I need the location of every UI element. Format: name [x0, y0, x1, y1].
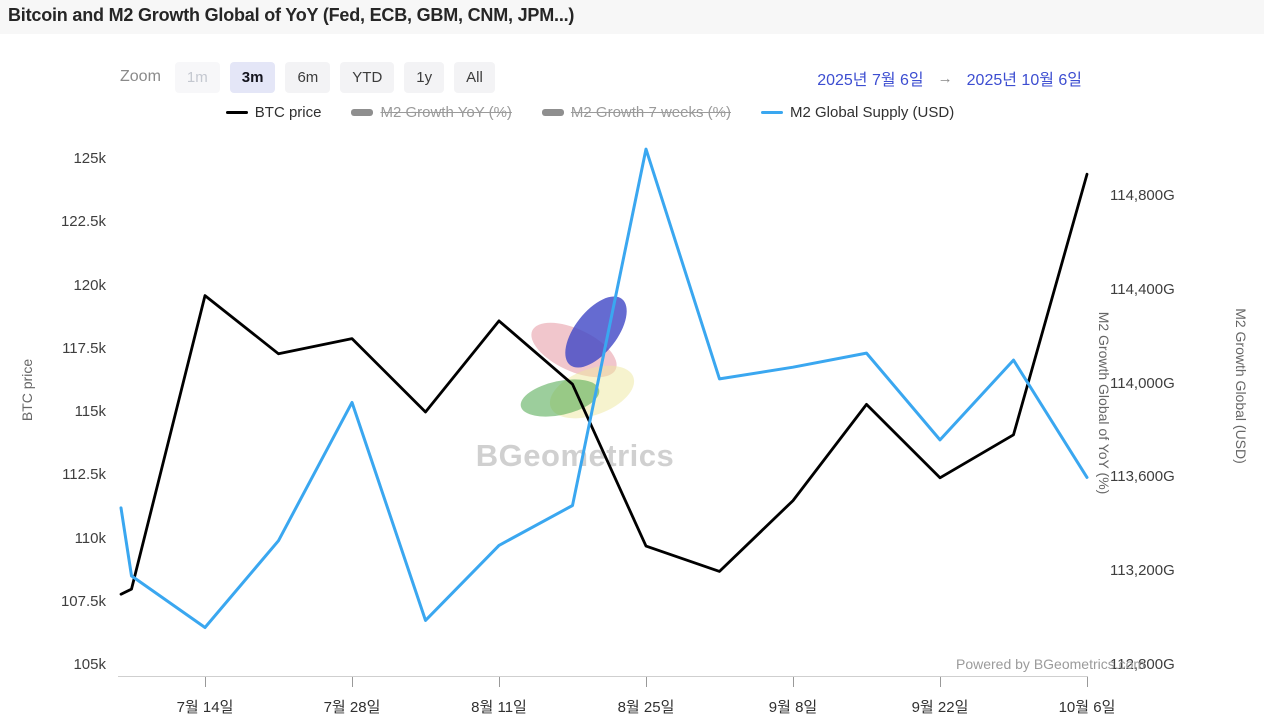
legend-label: M2 Growth 7 weeks (%) — [570, 104, 731, 121]
legend-swatch-icon — [225, 111, 248, 114]
range-selector: Zoom 1m 3m 6m YTD 1y All — [120, 60, 505, 94]
legend-swatch-icon — [351, 109, 374, 116]
m2-supply-line — [119, 147, 1089, 629]
right-axis-tick-label: 114,000G — [1110, 374, 1175, 392]
left-axis-tick-label: 112.5k — [62, 466, 106, 484]
date-to-input[interactable]: 2025년 10월 6일 — [966, 72, 1082, 89]
legend-swatch-icon — [541, 109, 564, 116]
powered-by: Powered by BGeometrics.com — [956, 656, 1146, 672]
x-axis-tick-label: 9월 22일 — [911, 699, 969, 716]
left-axis-tick-label: 125k — [73, 150, 106, 167]
left-axis-tick-label: 105k — [73, 656, 106, 673]
x-axis-tick — [793, 677, 794, 687]
btc-price-line — [119, 172, 1089, 596]
x-axis-tick — [499, 677, 500, 687]
left-axis-tick-label: 117.5k — [62, 339, 106, 357]
left-axis-tick-label: 107.5k — [60, 592, 106, 610]
right-axis-tick-label: 113,200G — [1110, 562, 1175, 580]
zoom-button-1m[interactable]: 1m — [174, 61, 220, 93]
right-axis-tick-label: 112,800G — [1110, 656, 1175, 673]
x-axis-tick — [646, 677, 647, 687]
right-axis-tick-label: 114,800G — [1110, 187, 1175, 204]
zoom-button-1y[interactable]: 1y — [404, 61, 445, 93]
zoom-button-3m[interactable]: 3m — [229, 61, 276, 93]
x-axis-tick-label: 7월 28일 — [323, 699, 381, 716]
legend-item[interactable]: M2 Growth 7 weeks (%) — [541, 104, 731, 121]
watermark-text: BGeometrics — [475, 438, 675, 473]
zoom-button-ytd[interactable]: YTD — [340, 61, 395, 93]
left-axis-tick-label: 122.5k — [60, 213, 106, 231]
zoom-button-all[interactable]: All — [454, 61, 495, 93]
title-bar — [0, 0, 1264, 34]
x-axis-tick-label: 9월 8일 — [768, 699, 818, 716]
legend-item[interactable]: BTC price — [225, 104, 322, 121]
left-axis-tick-label: 110k — [74, 529, 106, 547]
x-axis-line — [118, 676, 1088, 677]
legend-label: M2 Global Supply (USD) — [789, 104, 955, 121]
x-axis-tick — [1087, 677, 1088, 687]
legend-label: M2 Growth YoY (%) — [380, 104, 512, 121]
x-axis-tick-label: 8월 11일 — [471, 699, 527, 716]
legend-item[interactable]: M2 Global Supply (USD) — [760, 104, 955, 121]
right-axis-tick-label: 114,400G — [1110, 280, 1175, 298]
left-axis-tick-label: 120k — [73, 276, 106, 294]
legend-label: BTC price — [254, 104, 322, 121]
x-axis-tick — [352, 677, 353, 687]
x-axis-tick — [205, 677, 206, 687]
zoom-buttons: 1m 3m 6m YTD 1y All — [174, 61, 505, 93]
x-axis-tick-label: 8월 25일 — [617, 699, 675, 716]
left-axis-tick-label: 115k — [74, 403, 106, 420]
zoom-button-6m[interactable]: 6m — [285, 61, 331, 93]
legend-swatch-icon — [760, 111, 783, 114]
date-range: 2025년 7월 6일 → 2025년 10월 6일 — [817, 66, 1082, 90]
legend: BTC price M2 Growth YoY (%) M2 Growth 7 we… — [0, 104, 1180, 121]
x-axis-tick-label: 10월 6일 — [1058, 699, 1116, 716]
x-axis-tick-label: 7월 14일 — [176, 699, 234, 716]
x-axis-tick — [940, 677, 941, 687]
zoom-label: Zoom — [120, 68, 161, 85]
date-from-input[interactable]: 2025년 7월 6일 — [817, 72, 924, 89]
arrow-right-icon: → — [937, 69, 953, 87]
legend-item[interactable]: M2 Growth YoY (%) — [351, 104, 512, 121]
page-title: Bitcoin and M2 Growth Global of YoY (Fed… — [8, 5, 575, 25]
right-axis-tick-label: 113,600G — [1110, 468, 1175, 486]
